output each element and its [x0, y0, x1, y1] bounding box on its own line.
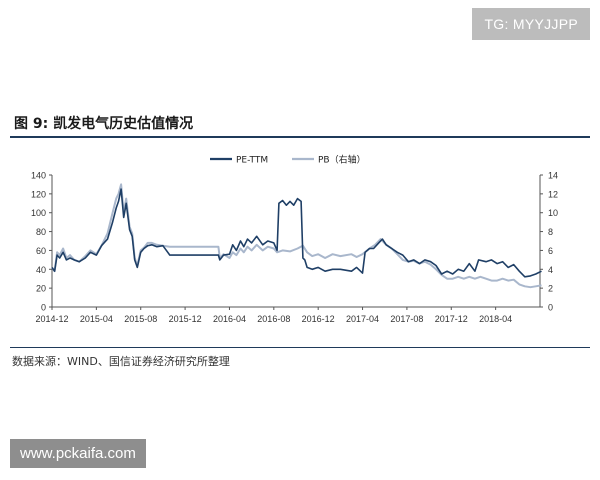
chart-axes: 0 20 40 60 80 100 120 140 0 2 4 6 8 10 12 14 2014-12 2015…	[31, 171, 558, 325]
y-tick-label-right: 0	[548, 303, 553, 313]
x-tick-label: 2015-12	[169, 314, 202, 324]
x-tick-label: 2017-04	[346, 314, 379, 324]
watermark-badge: TG: MYYJJPP	[472, 8, 590, 40]
y-tick-label-right: 6	[548, 246, 553, 256]
x-tick-label: 2016-08	[257, 314, 290, 324]
chart-legend: PE-TTM PB（右轴）	[210, 154, 366, 166]
y-tick-label-left: 80	[36, 227, 46, 237]
y-tick-label-right: 14	[548, 171, 558, 181]
x-tick-label: 2015-08	[124, 314, 157, 324]
x-tick-label: 2016-12	[302, 314, 335, 324]
y-tick-label-right: 8	[548, 227, 553, 237]
series-line-pe-ttm	[51, 188, 542, 278]
y-tick-label-right: 12	[548, 189, 558, 199]
y-tick-label-left: 20	[36, 284, 46, 294]
y-tick-label-right: 4	[548, 265, 553, 275]
site-watermark: www.pckaifa.com	[10, 439, 146, 468]
x-tick-label: 2017-12	[435, 314, 468, 324]
y-tick-label-left: 120	[31, 189, 46, 199]
y-tick-label-left: 40	[36, 265, 46, 275]
y-tick-label-left: 100	[31, 208, 46, 218]
valuation-chart: 0 20 40 60 80 100 120 140 0 2 4 6 8 10 12 14 2014-12 2015…	[31, 154, 558, 325]
x-tick-label: 2017-08	[390, 314, 423, 324]
legend-label: PE-TTM	[236, 156, 268, 166]
x-tick-label: 2014-12	[35, 314, 68, 324]
y-tick-label-right: 2	[548, 284, 553, 294]
title-divider	[10, 136, 590, 138]
x-tick-label: 2018-04	[479, 314, 512, 324]
legend-label: PB（右轴）	[318, 154, 366, 166]
source-divider	[10, 347, 590, 348]
y-tick-label-right: 10	[548, 208, 558, 218]
y-tick-label-left: 140	[31, 171, 46, 181]
x-tick-label: 2016-04	[213, 314, 246, 324]
y-tick-label-left: 60	[36, 246, 46, 256]
y-tick-label-left: 0	[41, 303, 46, 313]
chart-series	[51, 183, 542, 289]
series-line-pb	[51, 183, 542, 289]
figure-title: 图 9: 凯发电气历史估值情况	[14, 116, 194, 132]
x-tick-label: 2015-04	[80, 314, 113, 324]
source-note: 数据来源：WIND、国信证券经济研究所整理	[12, 355, 230, 368]
